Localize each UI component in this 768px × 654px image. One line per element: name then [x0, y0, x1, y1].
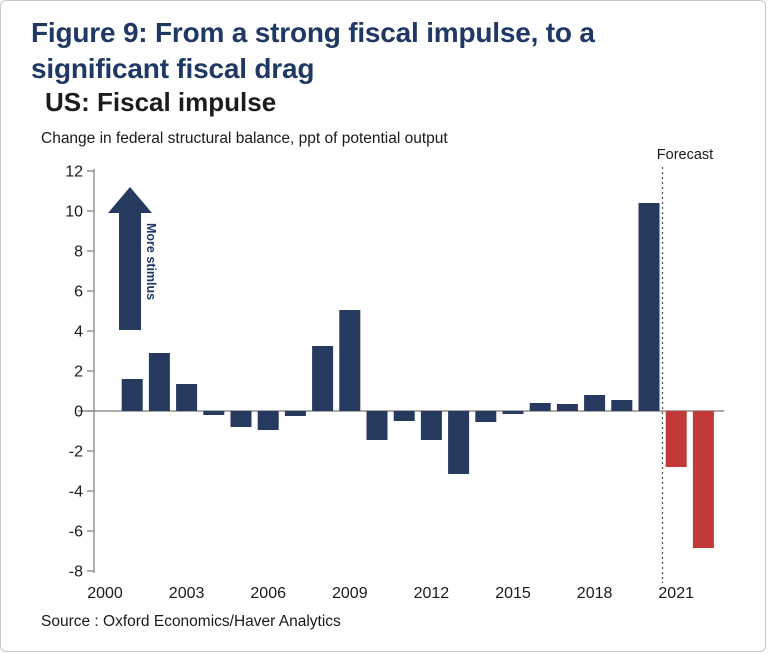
bar-2008 [312, 346, 334, 411]
bar-2020 [638, 203, 660, 411]
bar-2005 [230, 411, 252, 427]
x-axis-tick-label: 2000 [87, 585, 123, 602]
bar-2001 [121, 379, 143, 411]
bar-2016 [529, 403, 551, 411]
figure-title-line2: significant fiscal drag [31, 53, 315, 84]
bar-2013 [448, 411, 470, 474]
x-axis-tick-label: 2015 [495, 585, 531, 602]
figure-title-line1: Figure 9: From a strong fiscal impulse, … [31, 17, 595, 48]
y-axis-tick-label: 4 [74, 324, 83, 341]
y-axis-tick-label: -8 [69, 564, 83, 581]
bar-2006 [257, 411, 279, 430]
bar-2018 [584, 395, 606, 411]
chart-title: US: Fiscal impulse [45, 87, 277, 117]
y-axis-tick-label: -2 [69, 444, 83, 461]
bar-2022 [692, 411, 714, 548]
bar-2012 [420, 411, 442, 440]
x-axis-tick-label: 2012 [414, 585, 450, 602]
bar-2015 [502, 411, 524, 414]
figure-title: Figure 9: From a strong fiscal impulse, … [31, 15, 731, 87]
y-axis-tick-label: 12 [65, 164, 83, 181]
y-axis-tick-label: 10 [65, 204, 83, 221]
y-axis-tick-label: -6 [69, 524, 83, 541]
x-axis-tick-label: 2021 [658, 585, 694, 602]
x-axis-tick-label: 2003 [169, 585, 205, 602]
more-stimulus-label: More stimlus [144, 223, 158, 300]
y-axis-tick-label: 0 [74, 404, 83, 421]
bar-2002 [148, 353, 170, 411]
y-axis-tick-label: 2 [74, 364, 83, 381]
bar-2007 [284, 411, 306, 416]
chart-subtitle: Change in federal structural balance, pp… [41, 130, 448, 147]
bar-2004 [203, 411, 225, 415]
x-axis-tick-label: 2006 [250, 585, 286, 602]
bar-2010 [366, 411, 388, 440]
source-note: Source : Oxford Economics/Haver Analytic… [41, 613, 341, 630]
x-axis-tick-label: 2009 [332, 585, 368, 602]
y-axis-tick-label: -4 [69, 484, 83, 501]
y-axis-tick-label: 6 [74, 284, 83, 301]
bar-2003 [176, 384, 198, 411]
forecast-label: Forecast [657, 147, 713, 163]
bar-2019 [611, 400, 633, 411]
bar-2009 [339, 310, 361, 411]
x-axis-tick-label: 2018 [577, 585, 613, 602]
bar-2011 [393, 411, 415, 421]
bar-2014 [475, 411, 497, 422]
bar-2017 [556, 404, 578, 411]
y-axis-tick-label: 8 [74, 244, 83, 261]
more-stimulus-arrow-icon [108, 187, 152, 330]
bar-2021 [665, 411, 687, 467]
